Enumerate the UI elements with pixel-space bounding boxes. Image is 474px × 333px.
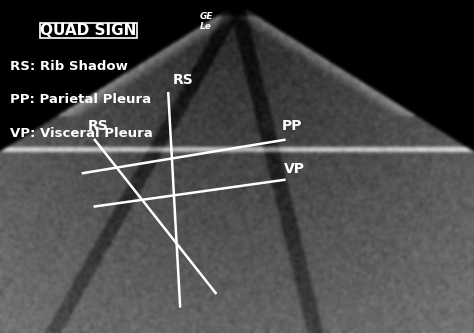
Text: GE
Le: GE Le xyxy=(200,12,213,31)
Text: VP: Visceral Pleura: VP: Visceral Pleura xyxy=(10,127,153,140)
Text: PP: Parietal Pleura: PP: Parietal Pleura xyxy=(10,93,152,106)
Text: RS: RS xyxy=(173,73,194,87)
Text: RS: Rib Shadow: RS: Rib Shadow xyxy=(10,60,128,73)
Text: VP: VP xyxy=(284,163,305,176)
Text: PP: PP xyxy=(282,119,302,133)
Text: RS: RS xyxy=(88,119,109,133)
Text: QUAD SIGN: QUAD SIGN xyxy=(40,23,137,38)
